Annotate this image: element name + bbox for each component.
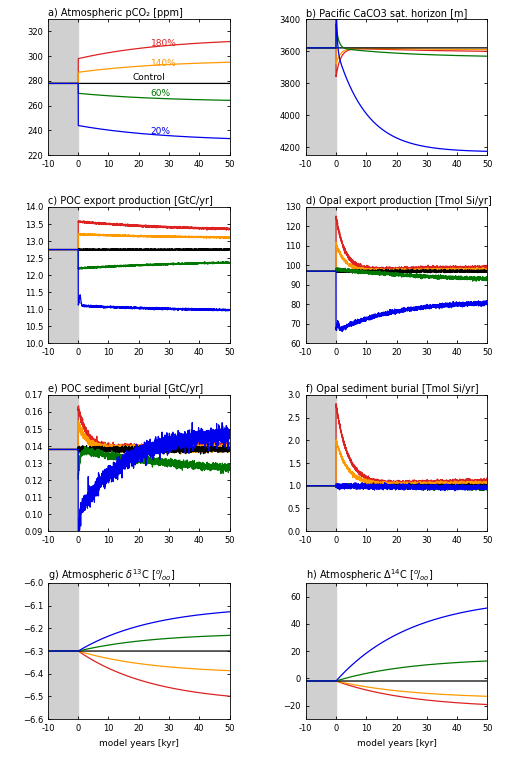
X-axis label: model years [kyr]: model years [kyr] xyxy=(99,739,179,747)
Text: Control: Control xyxy=(133,73,166,82)
Text: 60%: 60% xyxy=(151,89,171,98)
Text: a) Atmospheric pCO₂ [ppm]: a) Atmospheric pCO₂ [ppm] xyxy=(48,8,183,18)
Text: 180%: 180% xyxy=(151,40,177,48)
Text: f) Opal sediment burial [Tmol Si/yr]: f) Opal sediment burial [Tmol Si/yr] xyxy=(306,384,478,394)
Bar xyxy=(306,207,336,343)
Text: 20%: 20% xyxy=(151,127,171,136)
Bar xyxy=(306,583,336,719)
Bar xyxy=(48,395,78,531)
Text: b) Pacific CaCO3 sat. horizon [m]: b) Pacific CaCO3 sat. horizon [m] xyxy=(306,8,467,18)
Text: d) Opal export production [Tmol Si/yr]: d) Opal export production [Tmol Si/yr] xyxy=(306,196,491,206)
Text: g) Atmospheric $\delta^{13}$C [$^o\!/_{oo}$]: g) Atmospheric $\delta^{13}$C [$^o\!/_{o… xyxy=(48,567,175,583)
Bar xyxy=(48,583,78,719)
Text: h) Atmospheric $\Delta^{14}$C [$^o\!/_{oo}$]: h) Atmospheric $\Delta^{14}$C [$^o\!/_{o… xyxy=(306,567,433,583)
Text: c) POC export production [GtC/yr]: c) POC export production [GtC/yr] xyxy=(48,196,213,206)
Bar xyxy=(48,207,78,343)
Text: 140%: 140% xyxy=(151,59,177,68)
Bar xyxy=(306,19,336,155)
Bar xyxy=(48,19,78,155)
X-axis label: model years [kyr]: model years [kyr] xyxy=(357,739,436,747)
Bar xyxy=(306,395,336,531)
Text: e) POC sediment burial [GtC/yr]: e) POC sediment burial [GtC/yr] xyxy=(48,384,203,394)
